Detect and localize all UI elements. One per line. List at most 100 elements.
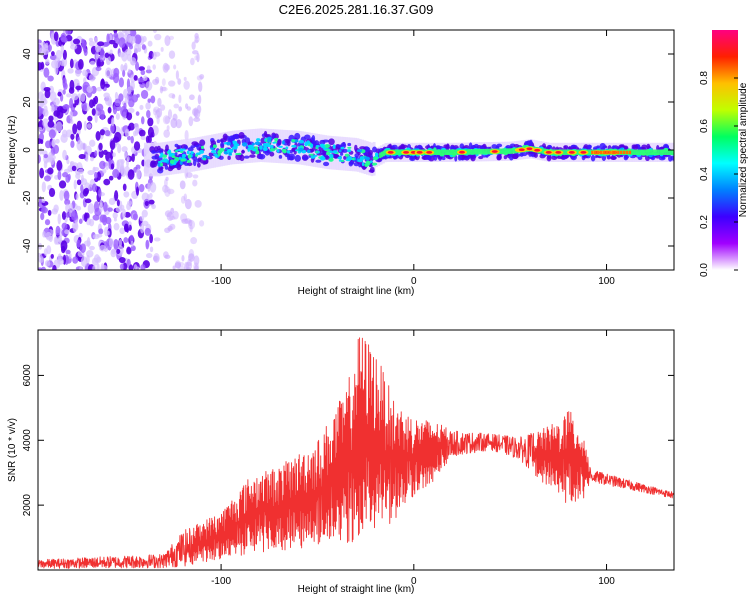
spectrogram-core-band bbox=[647, 149, 651, 156]
spectrogram-noise-blob bbox=[190, 237, 198, 245]
spectrogram-ridge-blob bbox=[187, 147, 194, 152]
spectrogram-noise-blob bbox=[80, 142, 87, 150]
spectrogram-noise-blob bbox=[62, 49, 67, 60]
spectrogram-noise-blob bbox=[81, 39, 87, 50]
spectrogram-noise-blob bbox=[91, 108, 96, 116]
spectrogram-core-blob bbox=[160, 162, 164, 167]
spectrogram-core-blob bbox=[226, 141, 231, 146]
spectrogram-noise-blob bbox=[171, 94, 176, 99]
spectrogram-noise-blob bbox=[102, 168, 107, 174]
spectrogram-noise-blob bbox=[133, 141, 141, 151]
spectrogram-noise-blob bbox=[161, 78, 166, 87]
spectrogram-ridge-blob bbox=[322, 161, 330, 167]
spectrogram-noise-blob bbox=[74, 222, 78, 229]
spectrogram-noise-blob bbox=[109, 140, 116, 150]
spectrogram-core-band bbox=[644, 149, 647, 156]
spectrogram-noise-blob bbox=[120, 64, 124, 72]
spectrogram-ridge-blob bbox=[243, 155, 250, 159]
spectrogram-noise-blob bbox=[167, 188, 175, 195]
spectrogram-core-band bbox=[510, 148, 514, 154]
spectrogram-noise-blob bbox=[138, 66, 145, 71]
spectrogram-noise-blob bbox=[97, 41, 105, 47]
spectrogram-noise-blob bbox=[193, 109, 201, 119]
spectrogram-core-band bbox=[474, 149, 477, 155]
spectrogram-ridge-blob bbox=[174, 143, 179, 148]
spectrogram-ridge-blob bbox=[160, 166, 164, 170]
snr-line-group bbox=[38, 337, 674, 569]
spectrogram-core-blob bbox=[167, 149, 172, 154]
spectrogram-core-blob bbox=[174, 156, 180, 162]
spectrogram-noise-blob bbox=[57, 170, 62, 181]
spectrogram-noise-blob bbox=[50, 253, 54, 259]
spectrogram-noise-blob bbox=[88, 73, 96, 82]
spectrogram-noise-blob bbox=[89, 60, 96, 66]
spectrogram-core-band bbox=[396, 149, 399, 156]
spectrogram-core-band bbox=[445, 149, 448, 156]
spectrogram-noise-blob bbox=[87, 169, 95, 176]
spectrogram-core-band bbox=[564, 149, 567, 156]
spectrogram-noise-blob bbox=[69, 79, 75, 91]
spectrogram-noise-blob bbox=[83, 120, 87, 131]
spectrogram-noise-blob bbox=[98, 228, 104, 235]
spectrogram-core-blob bbox=[364, 163, 369, 167]
spectrogram-core-blob bbox=[337, 156, 342, 160]
spectrogram-noise-blob bbox=[41, 48, 50, 55]
spectrogram-noise-blob bbox=[121, 208, 126, 219]
spectrogram-core-blob bbox=[195, 152, 201, 155]
spectrogram-noise-blob bbox=[127, 68, 131, 74]
spectrogram-noise-blob bbox=[123, 191, 130, 198]
spectrogram-noise-blob bbox=[189, 94, 195, 101]
spectrogram-hot-spot bbox=[534, 148, 541, 152]
spectrogram-core-blob bbox=[266, 138, 272, 143]
spectrogram-ridge-blob bbox=[230, 135, 235, 139]
spectrogram-noise-blob bbox=[88, 99, 95, 109]
spectrogram-core-blob bbox=[179, 160, 183, 166]
spectrogram-noise-blob bbox=[153, 255, 160, 262]
spectrogram-noise-blob bbox=[112, 152, 116, 158]
spectrogram-core-band bbox=[500, 148, 503, 155]
spectrogram-noise-blob bbox=[155, 76, 160, 84]
spectrogram-core-band bbox=[658, 149, 661, 156]
spectrogram-noise-blob bbox=[175, 70, 180, 80]
spectrogram-noise-blob bbox=[43, 86, 51, 92]
spectrogram-noise-blob bbox=[41, 266, 46, 270]
spectrogram-noise-blob bbox=[179, 180, 186, 190]
spectrogram-core-blob bbox=[181, 148, 186, 151]
spectrogram-core-blob bbox=[230, 150, 234, 153]
spectrogram-noise-blob bbox=[88, 37, 94, 42]
spectrogram-core-band bbox=[439, 149, 443, 156]
spectrogram-noise-blob bbox=[98, 188, 102, 198]
spectrogram-noise-blob bbox=[79, 243, 86, 254]
spectrogram-noise-blob bbox=[107, 98, 113, 108]
spectrogram-y-tick-label: 40 bbox=[22, 48, 33, 60]
spectrogram-noise-blob bbox=[112, 168, 120, 178]
spectrogram-core-blob bbox=[259, 145, 263, 150]
spectrogram-noise-blob bbox=[159, 85, 164, 94]
spectrogram-noise-blob bbox=[127, 108, 135, 114]
spectrogram-panel: -100 0 100 -40 -20 0 20 40 Height of straight l… bbox=[7, 29, 675, 297]
spectrogram-noise-blob bbox=[145, 102, 151, 110]
spectrogram-noise-blob bbox=[118, 256, 126, 264]
spectrogram-core-blob bbox=[276, 149, 280, 153]
spectrogram-noise-blob bbox=[104, 52, 110, 58]
spectrogram-noise-blob bbox=[107, 106, 112, 114]
spectrogram-ridge-blob bbox=[513, 144, 520, 148]
spectrogram-noise-blob bbox=[145, 135, 150, 144]
spectrogram-noise-blob bbox=[196, 52, 200, 63]
spectrogram-noise-blob bbox=[146, 252, 153, 259]
spectrogram-noise-blob bbox=[174, 260, 182, 269]
spectrogram-core-blob bbox=[291, 139, 296, 142]
spectrogram-noise-blob bbox=[70, 133, 75, 140]
spectrogram-noise-blob bbox=[57, 258, 65, 265]
spectrogram-ridge-blob bbox=[354, 144, 358, 152]
spectrogram-noise-blob bbox=[140, 89, 149, 99]
spectrogram-core-band bbox=[667, 149, 670, 156]
spectrogram-noise-blob bbox=[80, 174, 84, 183]
spectrogram-noise-blob bbox=[45, 140, 52, 149]
figure-title: C2E6.2025.281.16.37.G09 bbox=[279, 2, 434, 17]
spectrogram-core-band bbox=[438, 149, 441, 156]
spectrogram-halo bbox=[238, 130, 242, 164]
spectrogram-noise-blob bbox=[119, 227, 126, 235]
spectrogram-noise-blob bbox=[52, 144, 60, 155]
spectrogram-noise-blob bbox=[163, 129, 170, 138]
